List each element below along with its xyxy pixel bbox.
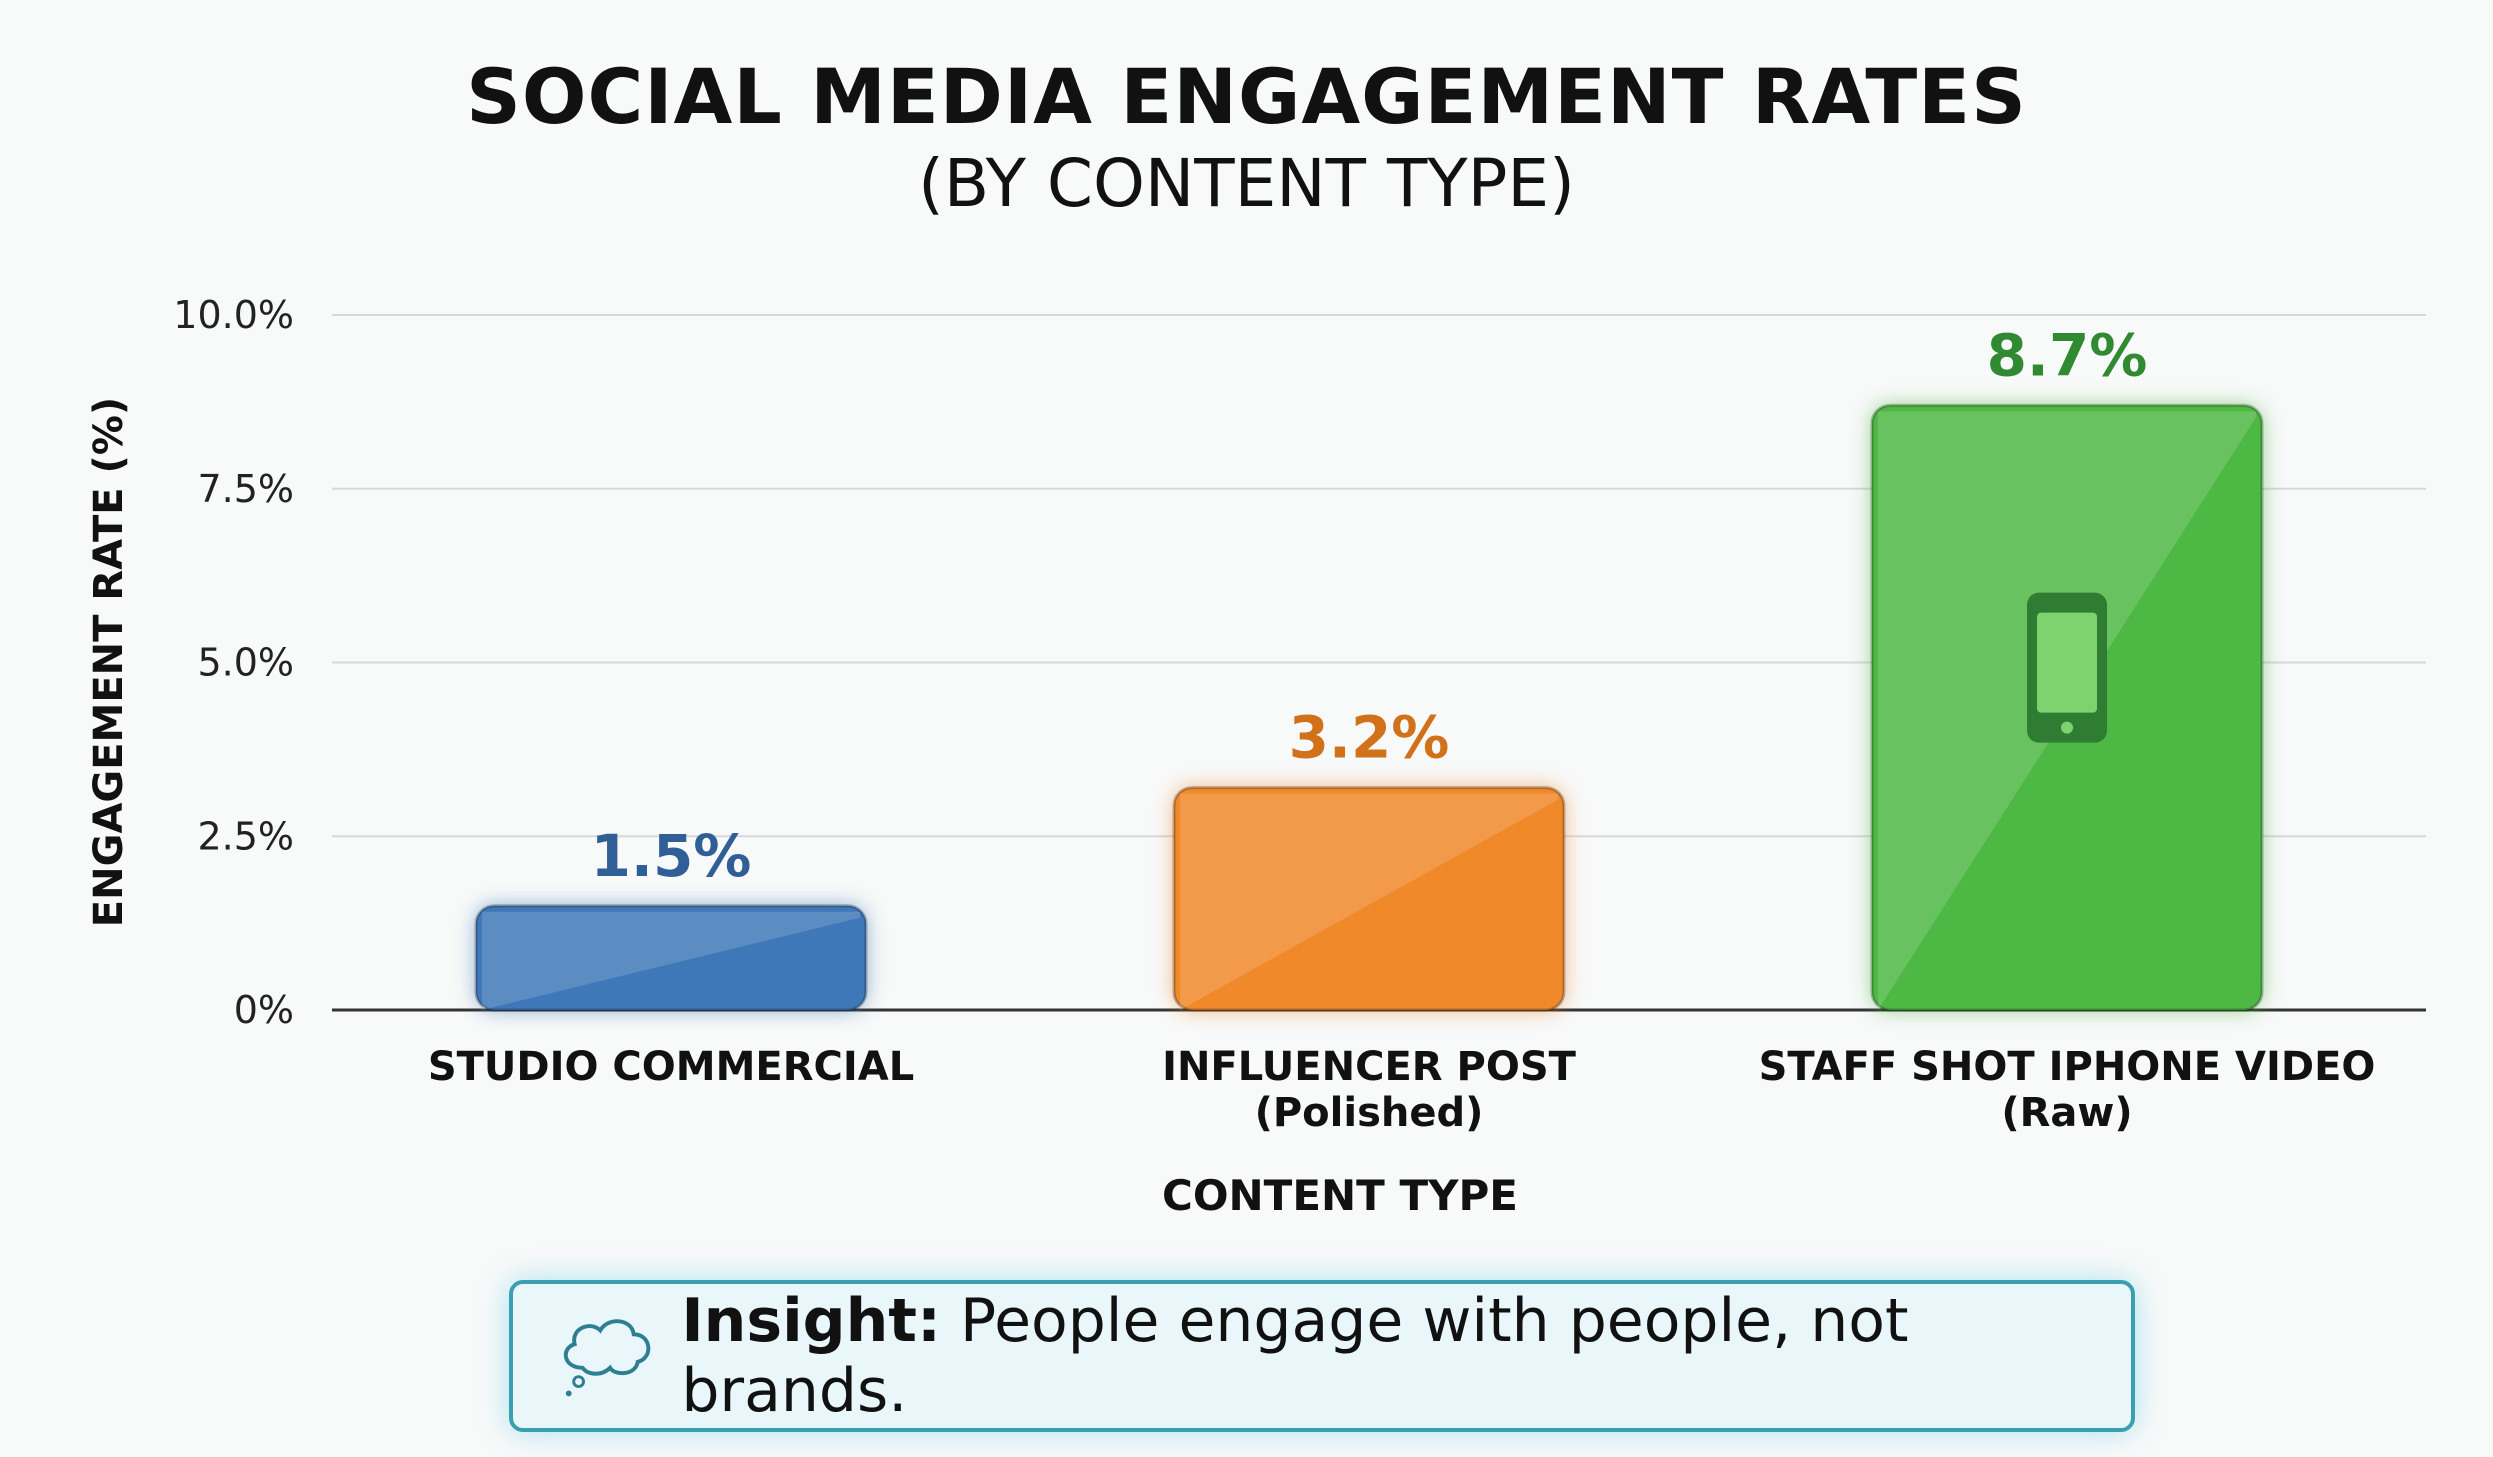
smartphone-icon: [2027, 592, 2107, 743]
bar: [474, 904, 868, 1012]
y-axis-label: ENGAGEMENT RATE (%): [86, 397, 132, 927]
insight-text: Insight: People engage with people, not …: [681, 1286, 2131, 1426]
category-label: INFLUENCER POST: [1162, 1044, 1577, 1090]
chart-title: SOCIAL MEDIA ENGAGEMENT RATES: [466, 52, 2027, 141]
category-label: STUDIO COMMERCIAL: [428, 1044, 914, 1090]
bar-chart: 0% 2.5% 5.0% 7.5% 10.0% 1.5% STUDIO COMMERCIAL…: [86, 293, 2426, 1220]
category-label: STAFF SHOT IPHONE VIDEO: [1759, 1044, 2376, 1090]
y-tick-label: 7.5%: [197, 467, 294, 511]
thought-bubble-icon: [563, 1319, 651, 1397]
data-label: 8.7%: [1987, 321, 2148, 389]
phone-button: [2061, 721, 2073, 734]
chart-subtitle: (BY CONTENT TYPE): [918, 145, 1575, 222]
category-label: (Raw): [2001, 1090, 2132, 1136]
x-axis-label: CONTENT TYPE: [1162, 1171, 1518, 1220]
bar-highlight: [482, 911, 860, 1010]
bar: [1172, 786, 1566, 1012]
category-label: (Polished): [1255, 1090, 1484, 1136]
y-tick-label: 10.0%: [173, 293, 294, 337]
insight-message: People engage with people, not brands.: [681, 1286, 1909, 1426]
y-tick-label: 2.5%: [197, 814, 294, 858]
data-label: 1.5%: [591, 822, 752, 890]
y-tick-label: 5.0%: [197, 641, 294, 685]
bar-highlight: [1180, 793, 1558, 1010]
insight-box: Insight: People engage with people, not …: [509, 1280, 2135, 1432]
insight-label: Insight:: [681, 1286, 941, 1356]
data-label: 3.2%: [1289, 704, 1450, 772]
phone-screen: [2037, 612, 2097, 713]
y-tick-label: 0%: [234, 988, 294, 1032]
